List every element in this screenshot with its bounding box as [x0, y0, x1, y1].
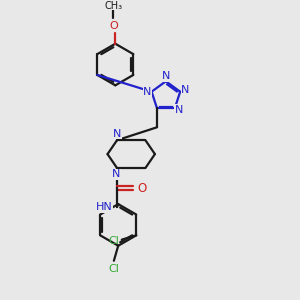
Text: N: N	[113, 129, 121, 139]
Text: O: O	[109, 21, 118, 31]
Text: Cl: Cl	[108, 236, 119, 246]
Text: O: O	[138, 182, 147, 195]
Text: N: N	[112, 169, 121, 179]
Text: N: N	[143, 87, 152, 97]
Text: CH₃: CH₃	[104, 1, 122, 10]
Text: HN: HN	[96, 202, 112, 212]
Text: Cl: Cl	[108, 264, 119, 274]
Text: N: N	[162, 71, 170, 81]
Text: N: N	[181, 85, 190, 95]
Text: N: N	[175, 105, 183, 115]
